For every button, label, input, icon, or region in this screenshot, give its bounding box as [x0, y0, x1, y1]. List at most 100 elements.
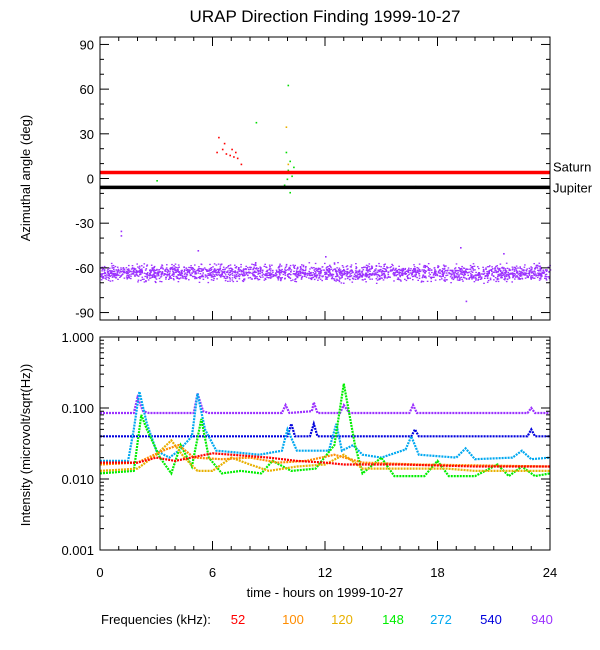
data-point: [280, 272, 283, 274]
data-point: [261, 274, 264, 276]
data-point: [213, 275, 215, 278]
data-point: [425, 270, 427, 273]
data-point: [526, 268, 528, 270]
data-point: [252, 269, 254, 271]
data-point: [486, 276, 489, 278]
data-point: [400, 272, 403, 274]
data-point: [427, 267, 429, 269]
data-point: [404, 273, 407, 275]
data-point: [500, 276, 503, 278]
data-point: [288, 269, 290, 271]
data-point: [384, 276, 387, 278]
data-point: [319, 267, 321, 270]
data-point: [451, 276, 454, 278]
data-point: [281, 277, 283, 279]
data-point: [427, 263, 430, 265]
data-point: [423, 264, 426, 267]
data-point: [492, 275, 495, 277]
data-point: [530, 276, 532, 278]
data-point: [156, 268, 158, 271]
data-point: [308, 273, 310, 275]
data-point: [243, 274, 245, 276]
data-point: [149, 269, 151, 271]
data-point: [515, 270, 518, 272]
data-point: [279, 274, 281, 276]
data-point: [127, 271, 129, 274]
data-point: [325, 271, 327, 273]
data-point: [437, 272, 440, 274]
data-point: [263, 265, 266, 267]
data-point: [306, 274, 309, 276]
data-point: [400, 274, 403, 276]
data-point: [355, 268, 357, 270]
data-point: [355, 263, 357, 265]
data-point: [339, 271, 342, 273]
data-point: [278, 273, 281, 275]
reference-label-saturn: Saturn: [553, 160, 591, 175]
data-point: [211, 276, 213, 278]
y-tick-label: 0: [87, 172, 94, 187]
data-point: [526, 275, 528, 277]
data-point: [126, 278, 128, 280]
data-point: [361, 270, 364, 272]
data-point: [219, 266, 222, 268]
data-point: [415, 271, 417, 273]
data-point: [257, 267, 260, 270]
data-point: [445, 279, 447, 281]
data-point: [513, 269, 516, 271]
data-point: [318, 277, 320, 279]
data-point: [236, 271, 239, 273]
data-point: [240, 263, 242, 266]
data-point: [224, 280, 227, 282]
data-point: [321, 266, 324, 268]
data-point: [350, 275, 353, 277]
data-point: [107, 276, 110, 278]
data-point: [271, 276, 273, 278]
data-point: [542, 269, 545, 271]
data-point: [304, 275, 306, 277]
data-point: [367, 274, 369, 276]
data-point: [505, 280, 508, 283]
data-point: [477, 272, 480, 275]
data-point: [184, 277, 187, 280]
data-point: [464, 271, 466, 273]
data-point: [106, 274, 108, 276]
data-point: [524, 274, 526, 276]
data-point: [207, 273, 209, 275]
data-point: [458, 279, 461, 281]
data-point: [333, 262, 336, 264]
data-point: [208, 268, 211, 270]
data-point: [205, 269, 208, 271]
data-point: [395, 274, 397, 276]
data-point: [333, 279, 336, 282]
data-point: [259, 266, 261, 268]
data-point: [500, 274, 502, 276]
data-point: [266, 270, 268, 272]
data-point: [442, 274, 444, 276]
data-point: [143, 272, 146, 274]
data-point: [421, 269, 424, 271]
data-point: [392, 267, 395, 269]
data-point: [249, 268, 252, 270]
data-point: [300, 267, 302, 270]
data-point: [267, 277, 270, 279]
data-point: [342, 273, 345, 275]
data-point: [361, 272, 364, 274]
data-point: [455, 273, 458, 275]
data-point: [494, 267, 496, 270]
data-point: [381, 277, 383, 279]
data-point: [267, 272, 269, 274]
data-point: [491, 273, 493, 275]
data-point: [318, 274, 321, 276]
data-point: [372, 272, 374, 274]
data-point: [186, 271, 189, 273]
data-point: [210, 279, 213, 281]
data-point: [278, 276, 280, 278]
data-point: [199, 277, 201, 280]
data-point: [534, 274, 536, 276]
data-point: [523, 269, 525, 271]
data-point: [353, 276, 356, 278]
data-point: [114, 265, 117, 268]
azimuth-marks: [100, 84, 552, 303]
